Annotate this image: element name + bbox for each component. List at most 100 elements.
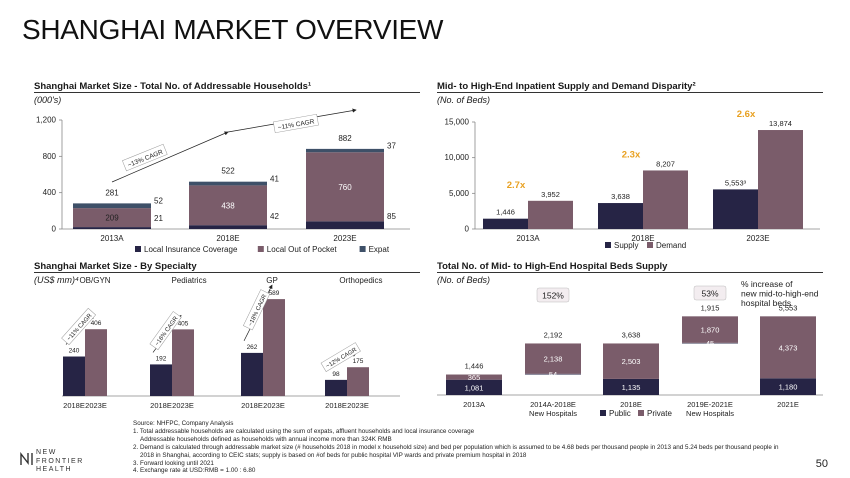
supply-bar-private [446,374,502,380]
nf-logo-icon [20,452,33,466]
specialty-x-tick-label: 2023E [172,401,194,410]
beds-legend-swatch [605,242,611,248]
specialty-bar [150,364,172,396]
beds-multiple-label: 2.6x [737,109,756,120]
beds-title-rule [437,92,823,93]
households-legend-swatch [359,246,366,252]
beds-bar [643,170,688,229]
households-chart-unit: (000's) [34,95,62,105]
supply-chart-title: Total No. of Mid- to High-End Hospital B… [437,261,668,272]
supply-bar-private [525,343,581,374]
footnotes: Source: NHFPC, Company Analysis 1. Total… [133,420,779,475]
households-bar-segment [73,203,151,209]
households-cagr-badge: ~13% CAGR [122,143,168,172]
supply-legend-swatch [600,410,606,416]
supply-increase-label: 152% [542,291,564,301]
supply-bar-public [682,342,738,344]
cagr-badge-box [320,342,361,372]
supply-public-label: 1,135 [622,383,641,392]
beds-bar [528,200,573,229]
specialty-group-name: OB/GYN [79,276,110,285]
specialty-bar [63,356,85,396]
supply-private-label: 2,138 [544,355,563,364]
beds-bar [713,189,758,229]
page-title: SHANGHAI MARKET OVERVIEW [22,14,444,45]
supply-bar-public [603,378,659,395]
beds-chart-title: Mid- to High-End Inpatient Supply and De… [437,81,696,92]
footnote-1b: Addressable households defined as househ… [140,435,392,443]
specialty-group-name: Pediatrics [171,276,206,285]
supply-increase-badge [536,287,570,303]
supply-title-rule [437,272,823,273]
specialty-bar [347,367,369,396]
households-label-expat: 37 [387,142,396,151]
specialty-x-tick-label: 2018E [241,401,263,410]
specialty-x-tick-label: 2018E [63,401,85,410]
beds-bar-label: 3,952 [541,190,560,199]
specialty-bar-label: 589 [269,290,280,297]
households-title-rule [34,92,420,93]
cagr-badge-box [273,113,319,134]
specialty-bar-label: 98 [332,371,340,378]
households-x-tick-label: 2018E [216,234,239,243]
supply-legend-swatch [638,410,644,416]
supply-x-tick-label: 2019E-2021E [687,400,733,409]
beds-bar-label: 1,446 [496,208,515,217]
supply-chart-unit: (No. of Beds) [437,275,491,285]
households-total-label: 882 [338,134,352,143]
households-bar-segment [306,152,384,222]
households-label-out-of-pocket: 209 [105,214,119,223]
households-legend-label: Expat [369,245,390,254]
households-y-tick-label: 0 [52,225,57,234]
households-x-tick-label: 2023E [333,234,356,243]
specialty-bar-label: 405 [178,320,189,327]
specialty-bar [172,329,194,396]
supply-x-tick-label: New Hospitals [686,409,734,418]
supply-total-label: 5,553 [779,303,798,312]
specialty-chart-unit: (US$ mm)⁴ [34,275,79,285]
specialty-x-tick-label: 2018E [150,401,172,410]
supply-x-tick-label: 2018E [620,400,642,409]
supply-total-label: 2,192 [544,330,563,339]
beds-chart: 0 5,000 10,000 15,000 1,446 3,952 2013A 2.7x 3,6… [445,109,820,250]
logo-line-2: FRONTIER [36,457,84,465]
supply-legend-label: Private [647,409,672,418]
beds-legend-swatch [647,242,653,248]
specialty-bar-label: 240 [69,348,80,355]
supply-bar-private [603,343,659,379]
supply-bar-public [760,378,816,395]
beds-legend-label: Supply [614,241,638,250]
specialty-x-tick-label: 2023E [263,401,285,410]
supply-bar-public [446,379,502,395]
logo-line-1: NEW [36,449,57,456]
beds-bar-label: 8,207 [656,159,675,168]
households-label-expat: 52 [154,197,163,206]
supply-badge-caption: new mid-to-high-end [741,289,819,299]
households-legend-label: Local Insurance Coverage [144,245,238,254]
specialty-bar-label: 262 [247,344,258,351]
supply-x-tick-label: New Hospitals [529,409,577,418]
supply-public-label: 1,180 [779,383,798,392]
beds-multiple-label: 2.3x [622,149,641,160]
supply-private-label: 4,373 [779,343,798,352]
beds-chart-unit: (No. of Beds) [437,95,491,105]
households-label-local-insurance: 42 [270,212,279,221]
supply-total-label: 1,915 [701,303,720,312]
beds-y-tick-label: 10,000 [445,153,470,162]
beds-bar [758,130,803,229]
households-x-tick-label: 2013A [100,234,124,243]
footnote-1: 1. Total addressable households are calc… [133,427,475,435]
company-logo: NEW FRONTIER HEALTH [20,449,84,475]
households-label-local-insurance: 85 [387,212,396,221]
beds-y-tick-label: 15,000 [445,118,470,127]
cagr-badge-box [242,289,271,331]
supply-x-tick-label: 2021E [777,400,799,409]
specialty-x-tick-label: 2023E [85,401,107,410]
households-y-tick-label: 800 [43,152,57,161]
specialty-bar [325,379,347,396]
specialty-group-name: Orthopedics [339,276,382,285]
beds-x-tick-label: 2023E [746,234,769,243]
supply-private-label: 365 [468,373,481,382]
